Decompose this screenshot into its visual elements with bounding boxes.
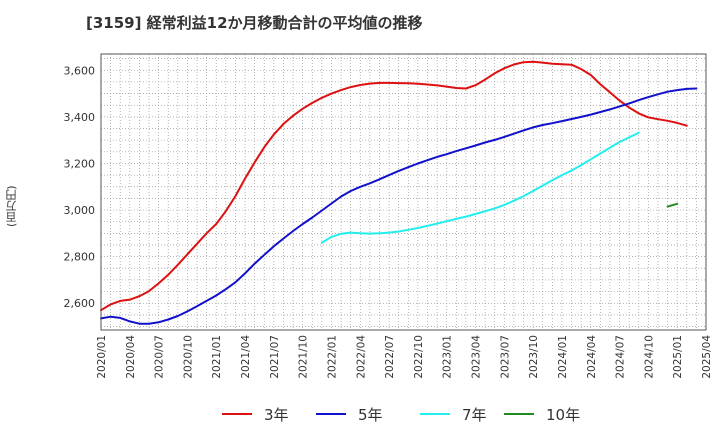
x-tick-label: 2020/07 [154, 335, 166, 379]
legend-swatch [420, 413, 450, 415]
series-line-5年 [100, 87, 698, 325]
legend-item: 7年 [420, 402, 487, 426]
y-tick-label: 3,200 [64, 157, 96, 170]
legend-item: 3年 [222, 402, 289, 426]
x-tick-label: 2022/04 [355, 335, 367, 379]
x-tick-label: 2025/04 [701, 335, 713, 379]
series-line-7年 [320, 131, 640, 244]
y-tick-label: 3,000 [64, 204, 96, 217]
line-chart: 2,600 2,800 3,000 3,200 3,400 3,600 2020/01 202… [64, 53, 713, 379]
legend-swatch [222, 413, 252, 415]
legend-item: 10年 [504, 402, 580, 426]
chart-title: [3159] 経常利益12か月移動合計の平均値の推移 [86, 14, 423, 32]
x-tick-label: 2021/04 [240, 335, 252, 379]
x-tick-label: 2022/10 [413, 335, 425, 379]
y-tick-label: 3,400 [64, 111, 96, 124]
x-tick-label: 2021/10 [298, 335, 310, 379]
y-tick-label: 2,600 [64, 297, 96, 310]
legend-swatch [316, 413, 346, 415]
legend-label: 5年 [358, 405, 383, 424]
x-tick-label: 2020/10 [182, 335, 194, 379]
x-tick-label: 2020/01 [96, 335, 108, 379]
series-line-3年 [100, 60, 688, 312]
x-tick-label: 2023/01 [442, 335, 454, 379]
legend-item: 5年 [316, 402, 383, 426]
legend-label: 10年 [546, 405, 581, 424]
y-tick-label: 2,800 [64, 251, 96, 264]
series-line-10年 [666, 202, 679, 208]
y-tick-label: 3,600 [64, 64, 96, 77]
x-tick-label: 2024/01 [557, 335, 569, 379]
legend-label: 7年 [462, 405, 487, 424]
plot-frame [100, 53, 707, 331]
x-tick-label: 2023/07 [499, 335, 511, 379]
legend-label: 3年 [264, 405, 289, 424]
x-tick-label: 2023/04 [471, 335, 483, 379]
x-tick-label: 2022/01 [326, 335, 338, 379]
x-tick-label: 2024/04 [586, 335, 598, 379]
x-tick-label: 2024/07 [615, 335, 627, 379]
x-tick-label: 2021/01 [211, 335, 223, 379]
x-tick-label: 2025/01 [672, 335, 684, 379]
x-tick-label: 2021/07 [269, 335, 281, 379]
x-tick-label: 2020/04 [125, 335, 137, 379]
x-tick-label: 2023/10 [528, 335, 540, 379]
x-tick-label: 2022/07 [384, 335, 396, 379]
legend-swatch [504, 413, 534, 415]
x-tick-label: 2024/10 [643, 335, 655, 379]
legend: 3年 5年 7年 10年 [0, 402, 720, 428]
